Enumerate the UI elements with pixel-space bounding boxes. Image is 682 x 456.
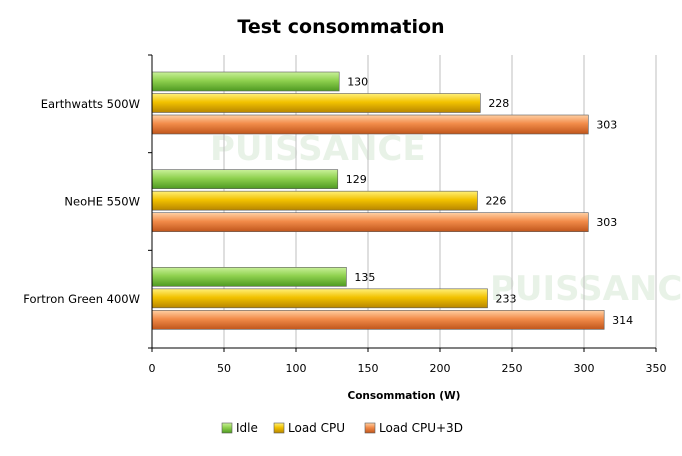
bar-value-label: 303 [596, 119, 617, 132]
bar-value-label: 130 [347, 76, 368, 89]
chart-title: Test consommation [237, 16, 444, 38]
category-label: NeoHE 550W [64, 195, 140, 209]
x-axis-label: Consommation (W) [348, 390, 461, 402]
bar-load-cpu [151, 190, 478, 211]
x-tick-label: 150 [358, 362, 379, 375]
bar-value-label: 314 [612, 314, 633, 327]
bar-load-cpu [151, 288, 488, 309]
legend-swatch [273, 422, 285, 434]
category-label: Fortron Green 400W [23, 292, 140, 306]
watermark-text: PUISSANCE [490, 269, 682, 309]
category-label: Earthwatts 500W [41, 97, 140, 111]
legend: Idle Load CPU Load CPU+3D [221, 421, 463, 435]
legend-item: Load CPU+3D [364, 421, 463, 435]
watermark-layer: PUISSANCE PUISSANCE [210, 129, 682, 309]
bar-load-cpu-3d [151, 310, 605, 330]
bar-value-label: 303 [596, 216, 617, 229]
bar-value-label: 228 [488, 97, 509, 110]
bar-value-label: 226 [485, 195, 506, 208]
bar-idle [151, 71, 340, 92]
axes: Earthwatts 500W NeoHE 550W Fortron Green 4… [23, 54, 656, 349]
bar-value-label: 233 [496, 292, 517, 305]
bars: 130 228 303 129 226 303 135 233 314 [151, 71, 633, 330]
x-tick-label: 100 [286, 362, 307, 375]
legend-label: Load CPU+3D [379, 421, 463, 435]
bar-load-cpu [151, 93, 481, 113]
bar-value-label: 129 [346, 173, 367, 186]
legend-label: Load CPU [288, 421, 345, 435]
bar-idle [151, 267, 347, 287]
bar-load-cpu-3d [151, 114, 589, 135]
x-tick-label: 200 [430, 362, 451, 375]
watermark-text: PUISSANCE [210, 129, 426, 169]
x-tick-label: 350 [646, 362, 667, 375]
legend-swatch [364, 422, 376, 434]
legend-item: Load CPU [273, 421, 345, 435]
legend-item: Idle [221, 421, 258, 435]
legend-swatch [221, 422, 233, 434]
x-tick-label: 300 [574, 362, 595, 375]
x-tick-label: 250 [502, 362, 523, 375]
bar-value-label: 135 [354, 271, 375, 284]
bar-load-cpu-3d [151, 212, 589, 232]
x-tick-label: 50 [217, 362, 231, 375]
legend-label: Idle [236, 421, 258, 435]
x-tick-label: 0 [149, 362, 156, 375]
bar-idle [151, 169, 339, 189]
